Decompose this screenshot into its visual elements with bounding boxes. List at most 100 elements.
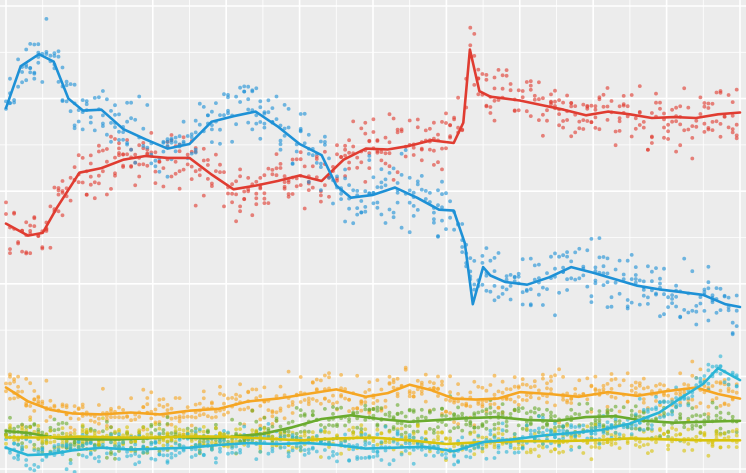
poll-point <box>484 456 489 461</box>
poll-point <box>428 449 432 454</box>
poll-point <box>702 121 707 126</box>
poll-point <box>718 354 723 359</box>
poll-point <box>637 414 642 419</box>
poll-point <box>323 134 327 139</box>
poll-point <box>710 442 715 447</box>
poll-point <box>32 409 37 413</box>
poll-point <box>117 441 121 446</box>
poll-point <box>423 399 428 404</box>
poll-point <box>706 126 711 130</box>
poll-point <box>323 373 327 378</box>
poll-point <box>363 407 368 412</box>
poll-point <box>561 119 565 123</box>
poll-point <box>113 171 117 176</box>
poll-point <box>12 210 16 215</box>
poll-point <box>145 145 150 150</box>
poll-point <box>650 269 654 274</box>
poll-point <box>492 409 497 414</box>
poll-point <box>141 444 146 449</box>
poll-point <box>605 431 610 436</box>
poll-point <box>621 102 626 107</box>
poll-point <box>714 90 719 95</box>
poll-point <box>367 158 372 163</box>
poll-point <box>415 179 420 184</box>
poll-point <box>545 422 549 427</box>
poll-point <box>557 428 561 433</box>
poll-point <box>629 253 634 257</box>
poll-point <box>722 380 727 385</box>
poll-point <box>28 66 33 70</box>
poll-point <box>532 93 537 98</box>
poll-point <box>40 399 45 404</box>
poll-point <box>391 385 396 390</box>
poll-point <box>375 453 380 458</box>
poll-point <box>294 435 299 440</box>
poll-point <box>484 273 489 278</box>
poll-point <box>327 445 331 449</box>
poll-point <box>80 423 85 428</box>
poll-point <box>161 149 166 154</box>
poll-point <box>395 421 400 425</box>
poll-point <box>452 426 456 430</box>
poll-point <box>222 113 226 118</box>
poll-point <box>432 428 436 432</box>
poll-point <box>97 143 101 148</box>
poll-point <box>641 443 646 447</box>
poll-point <box>161 443 166 448</box>
poll-point <box>343 432 347 437</box>
poll-point <box>488 428 493 433</box>
poll-point <box>391 215 396 220</box>
trend-line-series-4 <box>4 414 742 441</box>
poll-point <box>496 405 501 410</box>
poll-point <box>68 198 73 203</box>
poll-point <box>456 382 460 386</box>
poll-point <box>169 138 174 143</box>
poll-point <box>214 415 218 419</box>
poll-point <box>613 143 618 148</box>
poll-point <box>193 429 198 434</box>
poll-point <box>545 118 549 123</box>
poll-point <box>452 462 456 467</box>
poll-point <box>323 430 327 435</box>
poll-point <box>686 127 691 132</box>
poll-point <box>375 200 380 205</box>
poll-point <box>706 412 711 416</box>
poll-point <box>339 197 343 202</box>
poll-point <box>528 432 533 437</box>
poll-point <box>702 290 707 294</box>
poll-point <box>391 377 396 382</box>
poll-point <box>246 390 251 395</box>
poll-point <box>206 414 210 419</box>
poll-point <box>286 429 291 434</box>
poll-point <box>654 266 658 270</box>
poll-point <box>605 404 610 409</box>
poll-point <box>480 385 485 390</box>
poll-point <box>359 199 364 203</box>
poll-point <box>646 302 650 306</box>
poll-point <box>541 112 545 117</box>
poll-point <box>448 215 452 220</box>
poll-point <box>278 138 283 143</box>
poll-point <box>314 377 319 382</box>
poll-point <box>403 365 408 370</box>
poll-point <box>258 186 263 191</box>
poll-point <box>403 424 408 428</box>
poll-point <box>173 171 178 176</box>
poll-point <box>581 423 586 428</box>
poll-point <box>646 295 650 300</box>
poll-point <box>516 385 521 390</box>
poll-point <box>254 179 259 184</box>
poll-point <box>403 414 408 419</box>
poll-point <box>710 101 715 106</box>
poll-point <box>419 380 424 385</box>
poll-point <box>290 192 295 196</box>
poll-point <box>585 248 590 253</box>
poll-point <box>48 204 53 209</box>
poll-point <box>28 229 33 233</box>
poll-point <box>436 234 440 239</box>
poll-point <box>343 176 347 181</box>
poll-point <box>480 409 485 413</box>
poll-point <box>617 258 622 263</box>
poll-point <box>549 100 553 105</box>
poll-point <box>528 385 533 390</box>
